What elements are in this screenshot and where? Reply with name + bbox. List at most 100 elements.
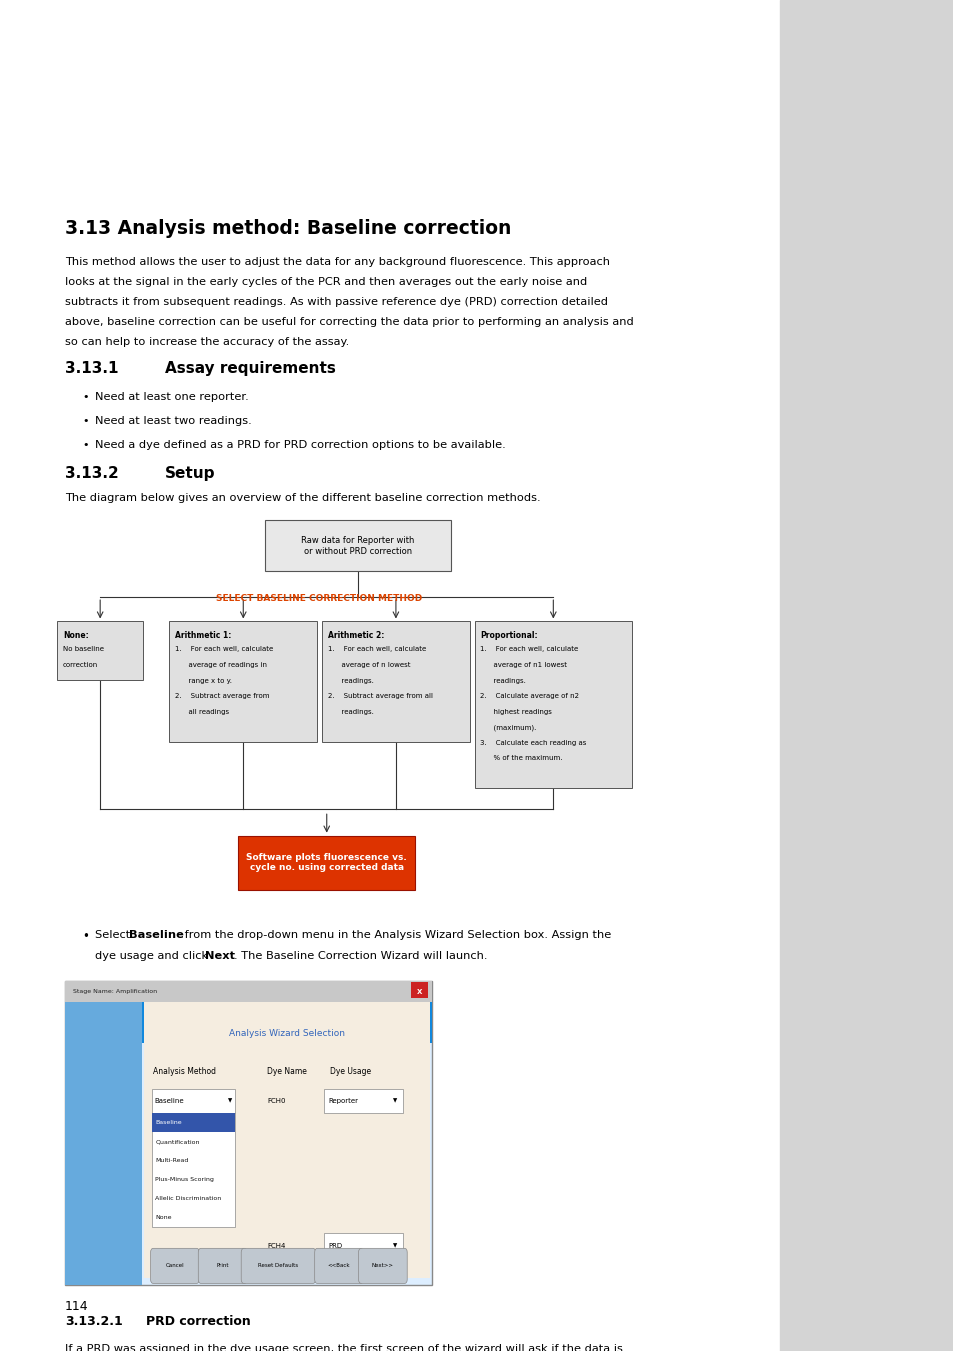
Bar [152,1113,235,1227]
Text: Proportional:: Proportional: [479,631,537,640]
Text: from the drop-down menu in the Analysis Wizard Selection box. Assign the: from the drop-down menu in the Analysis … [181,929,611,940]
Text: 3.13.1: 3.13.1 [65,361,118,376]
Text: all readings: all readings [174,708,229,715]
Text: average of n lowest: average of n lowest [328,662,410,667]
Text: <<Back: <<Back [327,1263,350,1269]
Bar [170,621,316,742]
Text: correction: correction [63,662,98,667]
Text: 3.13.2: 3.13.2 [65,466,118,481]
FancyBboxPatch shape [151,1248,199,1283]
Bar [65,981,432,1002]
Text: Setup: Setup [165,466,215,481]
Text: SELECT BASELINE CORRECTION METHOD: SELECT BASELINE CORRECTION METHOD [216,593,422,603]
Bar [321,621,469,742]
FancyBboxPatch shape [241,1248,315,1283]
Bar [152,1089,235,1113]
Text: 2.    Subtract average from all: 2. Subtract average from all [328,693,433,698]
Text: dye usage and click: dye usage and click [95,951,212,961]
Text: average of n1 lowest: average of n1 lowest [479,662,567,667]
Text: Baseline: Baseline [129,929,184,940]
Text: ▼: ▼ [393,1098,396,1104]
Text: Analysis Wizard Selection: Analysis Wizard Selection [229,1029,345,1039]
Bar [65,1002,142,1285]
Text: Multi-Read: Multi-Read [155,1158,189,1163]
Bar [411,982,428,998]
Text: If a PRD was assigned in the dye usage screen, the first screen of the wizard wi: If a PRD was assigned in the dye usage s… [65,1344,622,1351]
Text: Assay requirements: Assay requirements [165,361,335,376]
Text: Software plots fluorescence vs.
cycle no. using corrected data: Software plots fluorescence vs. cycle no… [246,852,407,873]
Text: None:: None: [63,631,89,640]
Bar [65,981,432,1285]
Bar [144,1002,430,1278]
Text: •: • [82,929,89,943]
Bar [474,621,631,789]
Text: so can help to increase the accuracy of the assay.: so can help to increase the accuracy of … [65,336,349,347]
Text: Dye Usage: Dye Usage [330,1067,371,1077]
Text: 2.    Subtract average from: 2. Subtract average from [174,693,270,698]
Text: PRD: PRD [328,1243,342,1248]
Bar [57,621,143,680]
Text: 1.    For each well, calculate: 1. For each well, calculate [328,646,425,653]
Bar [780,0,953,1351]
Text: Analysis Method: Analysis Method [153,1067,216,1077]
Text: •: • [82,392,89,401]
Text: Arithmetic 2:: Arithmetic 2: [328,631,384,640]
Text: subtracts it from subsequent readings. As with passive reference dye (PRD) corre: subtracts it from subsequent readings. A… [65,297,607,307]
Bar [238,835,415,889]
Text: •: • [82,416,89,426]
Text: Stage Name: Amplification: Stage Name: Amplification [72,989,156,994]
Text: Need a dye defined as a PRD for PRD correction options to be available.: Need a dye defined as a PRD for PRD corr… [95,440,506,450]
Bar [65,1002,432,1043]
Text: (maximum).: (maximum). [479,724,537,731]
FancyBboxPatch shape [358,1248,407,1283]
Text: Select: Select [95,929,134,940]
Bar [324,1089,402,1113]
Text: highest readings: highest readings [479,708,552,715]
Text: No baseline: No baseline [63,646,104,653]
Text: Arithmetic 1:: Arithmetic 1: [174,631,232,640]
Text: Baseline: Baseline [154,1098,184,1104]
Text: FCH4: FCH4 [267,1243,285,1248]
Text: 1.    For each well, calculate: 1. For each well, calculate [479,646,578,653]
Text: range x to y.: range x to y. [174,678,232,684]
Text: PRD correction: PRD correction [146,1315,251,1328]
Text: Print: Print [216,1263,229,1269]
Text: average of readings in: average of readings in [174,662,267,667]
Text: None: None [155,1215,172,1220]
Text: 3.13 Analysis method: Baseline correction: 3.13 Analysis method: Baseline correctio… [65,219,511,238]
Text: Raw data for Reporter with
or without PRD correction: Raw data for Reporter with or without PR… [301,536,414,555]
Text: looks at the signal in the early cycles of the PCR and then averages out the ear: looks at the signal in the early cycles … [65,277,586,286]
Text: Baseline: Baseline [155,1120,182,1125]
Bar [324,1233,402,1258]
Text: 3.    Calculate each reading as: 3. Calculate each reading as [479,740,586,746]
Text: Reporter: Reporter [328,1098,357,1104]
Text: ▼: ▼ [393,1243,396,1248]
Text: X: X [416,989,422,994]
Text: The diagram below gives an overview of the different baseline correction methods: The diagram below gives an overview of t… [65,493,540,503]
Text: FCH0: FCH0 [267,1098,285,1104]
Text: Plus-Minus Scoring: Plus-Minus Scoring [155,1177,214,1182]
Text: Cancel: Cancel [166,1263,184,1269]
FancyBboxPatch shape [314,1248,363,1283]
Text: readings.: readings. [479,678,526,684]
FancyBboxPatch shape [198,1248,247,1283]
Text: 1.    For each well, calculate: 1. For each well, calculate [174,646,273,653]
Text: Reset Defaults: Reset Defaults [258,1263,298,1269]
Text: Next: Next [205,951,234,961]
Text: above, baseline correction can be useful for correcting the data prior to perfor: above, baseline correction can be useful… [65,316,633,327]
Text: Quantification: Quantification [155,1139,199,1144]
Text: ▼: ▼ [228,1098,232,1104]
Text: Need at least one reporter.: Need at least one reporter. [95,392,249,401]
Text: 3.13.2.1: 3.13.2.1 [65,1315,123,1328]
Text: 114: 114 [65,1300,89,1313]
Text: readings.: readings. [328,678,374,684]
Bar [152,1113,235,1132]
Text: Allelic Discrimination: Allelic Discrimination [155,1196,221,1201]
Text: 2.    Calculate average of n2: 2. Calculate average of n2 [479,693,578,698]
Text: . The Baseline Correction Wizard will launch.: . The Baseline Correction Wizard will la… [233,951,487,961]
Text: readings.: readings. [328,708,374,715]
Bar [264,520,450,571]
Text: Need at least two readings.: Need at least two readings. [95,416,252,426]
Text: % of the maximum.: % of the maximum. [479,755,562,761]
Text: •: • [82,440,89,450]
